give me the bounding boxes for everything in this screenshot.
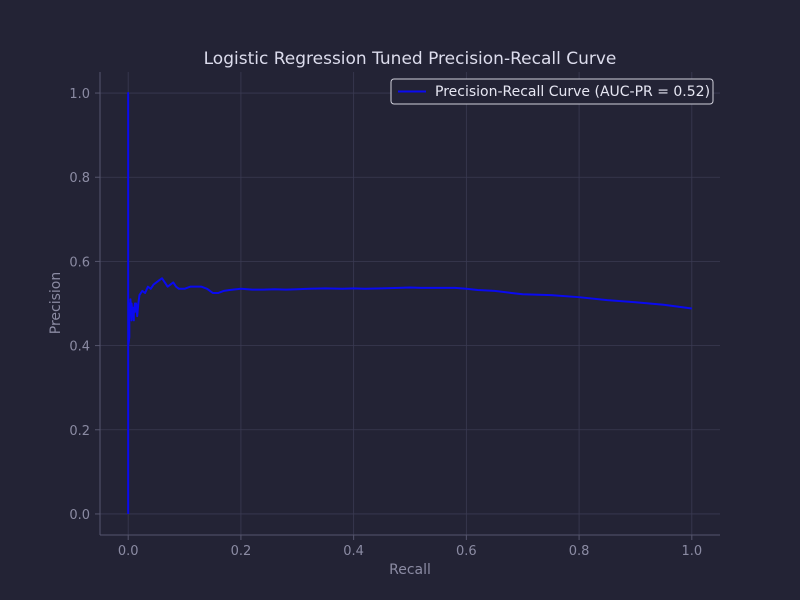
x-tick-label: 0.4 [343,544,364,559]
y-tick-label: 1.0 [69,87,90,102]
grid-layer [100,72,720,535]
legend-series-label: Precision-Recall Curve (AUC-PR = 0.52) [435,84,710,100]
y-axis-label: Precision [48,272,64,334]
axis-spines [99,72,720,536]
x-tick-label: 0.8 [569,544,590,559]
tick-layer: 0.0 0.2 0.4 0.6 0.8 1.0 0.0 0.2 0.4 0.6 0.8 1.0 [69,87,702,559]
chart-title: Logistic Regression Tuned Precision-Reca… [204,49,617,69]
pr-curve-line [127,92,692,514]
x-axis-label: Recall [389,562,431,578]
x-tick-label: 0.2 [231,544,252,559]
x-tick-label: 1.0 [681,544,702,559]
x-tick-label: 0.6 [456,544,477,559]
legend: Precision-Recall Curve (AUC-PR = 0.52) [390,78,714,105]
x-tick-label: 0.0 [118,544,139,559]
y-tick-label: 0.2 [69,424,90,439]
legend-box [390,78,714,105]
y-tick-label: 0.0 [69,508,90,523]
y-tick-label: 0.4 [69,340,90,355]
y-tick-label: 0.6 [69,255,90,270]
y-tick-label: 0.8 [69,171,90,186]
series-layer [127,92,692,514]
